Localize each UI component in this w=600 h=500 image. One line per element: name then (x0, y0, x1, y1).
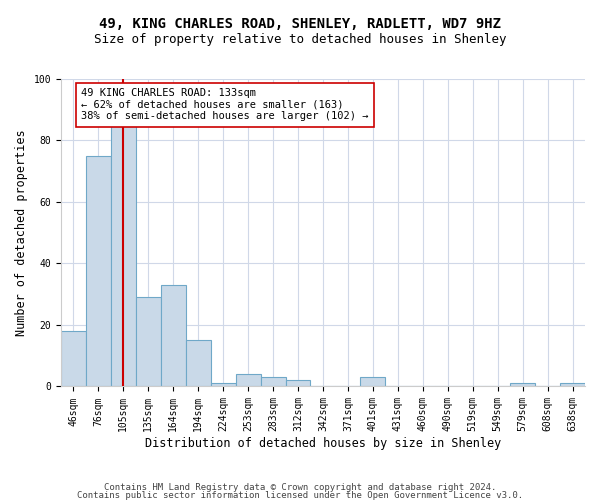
Bar (560, 384, 585, 386)
Bar (510, 384, 535, 386)
Bar (111, 125, 136, 386)
Bar (185, 340, 211, 386)
Bar (211, 384, 236, 386)
Y-axis label: Number of detached properties: Number of detached properties (15, 130, 28, 336)
Bar (361, 377, 385, 386)
Bar (286, 380, 310, 386)
Text: Size of property relative to detached houses in Shenley: Size of property relative to detached ho… (94, 32, 506, 46)
Bar (161, 285, 185, 386)
Bar (86, 156, 111, 386)
Bar (136, 298, 161, 386)
Bar (260, 377, 286, 386)
Text: Contains public sector information licensed under the Open Government Licence v3: Contains public sector information licen… (77, 491, 523, 500)
Bar (61, 331, 86, 386)
Bar (236, 374, 260, 386)
Text: 49 KING CHARLES ROAD: 133sqm
← 62% of detached houses are smaller (163)
38% of s: 49 KING CHARLES ROAD: 133sqm ← 62% of de… (81, 88, 368, 122)
Text: Contains HM Land Registry data © Crown copyright and database right 2024.: Contains HM Land Registry data © Crown c… (104, 482, 496, 492)
Text: 49, KING CHARLES ROAD, SHENLEY, RADLETT, WD7 9HZ: 49, KING CHARLES ROAD, SHENLEY, RADLETT,… (99, 18, 501, 32)
X-axis label: Distribution of detached houses by size in Shenley: Distribution of detached houses by size … (145, 437, 501, 450)
